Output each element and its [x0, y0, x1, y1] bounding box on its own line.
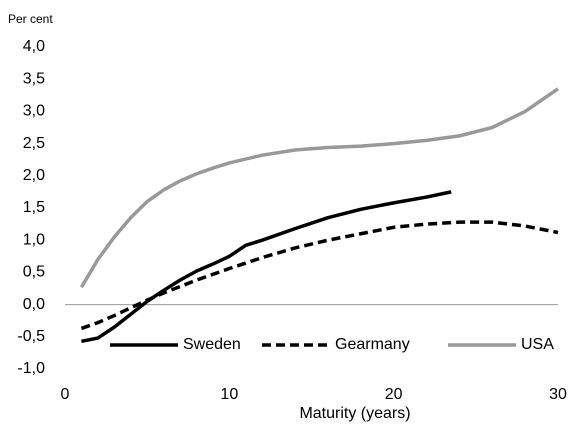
series-line — [79, 87, 559, 289]
series-line — [81, 190, 452, 344]
y-tick-label: 3,0 — [23, 103, 45, 120]
x-tick-label: 10 — [220, 386, 238, 403]
x-tick-label: 20 — [385, 386, 403, 403]
y-tick-label: 0,0 — [23, 296, 45, 313]
series-line — [80, 220, 559, 331]
y-tick-label: -1,0 — [17, 360, 45, 377]
y-tick-label: 1,0 — [23, 231, 45, 248]
y-tick-label: 1,5 — [23, 199, 45, 216]
y-tick-label: 3,5 — [23, 70, 45, 87]
y-axis-label: Per cent — [8, 12, 53, 26]
y-tick-label: 4,0 — [23, 38, 45, 55]
y-tick-label: 2,5 — [23, 135, 45, 152]
legend-label: Gearmany — [335, 336, 410, 353]
y-tick-label: 2,0 — [23, 167, 45, 184]
y-tick-label: 0,5 — [23, 264, 45, 281]
y-tick-label: -0,5 — [17, 328, 45, 345]
x-tick-label: 30 — [549, 386, 567, 403]
legend-label: Sweden — [183, 336, 241, 353]
x-axis-label: Maturity (years) — [299, 405, 410, 422]
legend-label: USA — [521, 336, 554, 353]
x-tick-label: 0 — [61, 386, 70, 403]
